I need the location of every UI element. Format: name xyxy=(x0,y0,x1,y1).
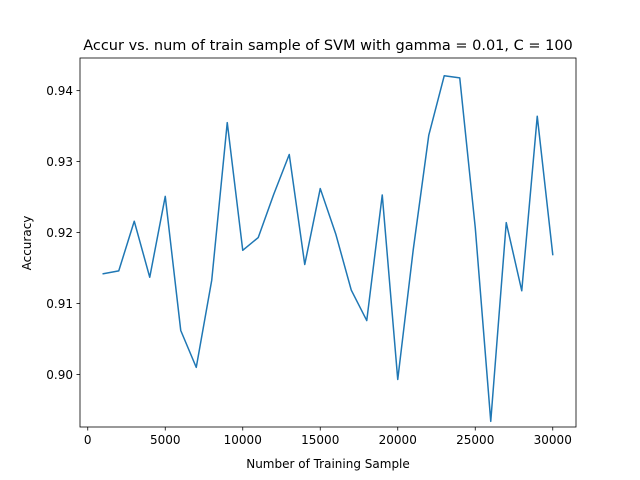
y-tick-label: 0.92 xyxy=(46,226,73,240)
x-tick-label: 5000 xyxy=(150,433,181,447)
axes-frame xyxy=(79,57,577,428)
x-tick-label: 20000 xyxy=(379,433,417,447)
y-tick-label: 0.90 xyxy=(46,368,73,382)
y-axis-label: Accuracy xyxy=(20,216,34,271)
series-line-0 xyxy=(102,74,554,423)
x-axis-label: Number of Training Sample xyxy=(246,457,410,471)
y-tick-label: 0.94 xyxy=(46,84,73,98)
x-tick-label: 15000 xyxy=(301,433,339,447)
plot-area xyxy=(79,57,577,428)
chart-title: Accur vs. num of train sample of SVM wit… xyxy=(83,38,573,54)
x-tick-label: 25000 xyxy=(456,433,494,447)
y-tick-label: 0.91 xyxy=(46,297,73,311)
x-tick-label: 0 xyxy=(84,433,92,447)
y-axis: 0.90 0.91 0.92 0.93 0.94 xyxy=(46,84,80,382)
x-tick-label: 30000 xyxy=(534,433,572,447)
y-tick-label: 0.93 xyxy=(46,155,73,169)
x-tick-label: 10000 xyxy=(224,433,262,447)
x-axis: 0 5000 10000 15000 20000 25000 30000 xyxy=(84,427,572,447)
